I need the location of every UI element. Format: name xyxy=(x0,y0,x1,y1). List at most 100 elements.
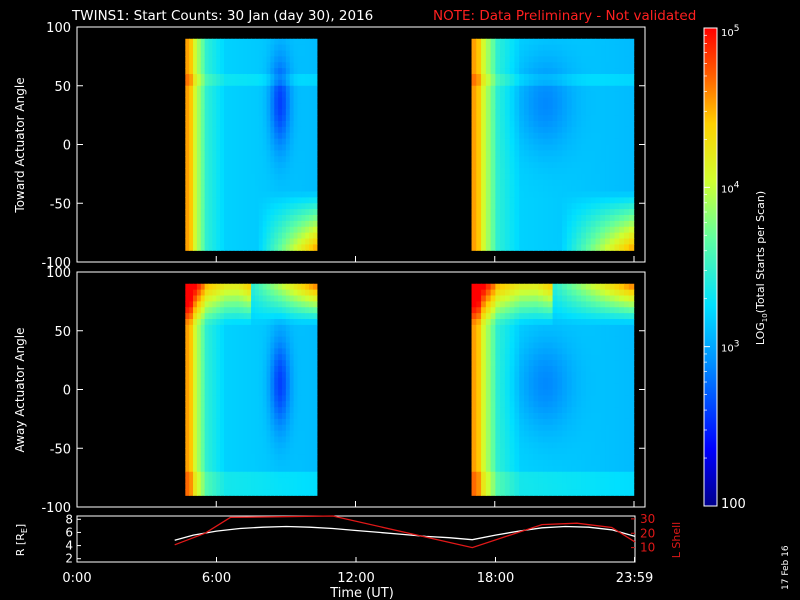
heatmap-cell xyxy=(628,238,635,245)
heatmap-cell xyxy=(289,483,295,490)
heatmap-cell xyxy=(533,395,539,402)
heatmap-cell xyxy=(243,330,248,338)
heatmap-cell xyxy=(258,413,264,420)
heatmap-cell xyxy=(235,44,241,52)
heatmap-cell xyxy=(614,232,620,240)
heatmap-cell xyxy=(585,366,592,373)
heatmap-cell xyxy=(312,442,318,449)
heatmap-cell xyxy=(278,289,283,297)
heatmap-cell xyxy=(485,313,492,320)
heatmap-cell xyxy=(278,132,283,140)
heatmap-cell xyxy=(274,360,279,367)
heatmap-cell xyxy=(557,442,563,449)
heatmap-cell xyxy=(258,436,264,443)
heatmap-cell xyxy=(212,79,217,87)
heatmap-cell xyxy=(258,383,264,391)
heatmap-cell xyxy=(514,371,520,379)
heatmap-cell xyxy=(189,121,194,128)
heatmap-cell xyxy=(543,366,549,373)
heatmap-cell xyxy=(509,418,516,426)
heatmap-cell xyxy=(212,121,217,128)
heatmap-cell xyxy=(571,465,578,473)
heatmap-cell xyxy=(289,203,295,210)
heatmap-cell xyxy=(552,50,558,57)
heatmap-cell xyxy=(243,97,248,104)
heatmap-cell xyxy=(471,371,477,379)
heatmap-cell xyxy=(595,283,601,291)
heatmap-cell xyxy=(600,103,606,110)
heatmap-cell xyxy=(227,336,233,344)
heatmap-cell xyxy=(309,191,314,198)
heatmap-cell xyxy=(305,283,310,291)
heatmap-cell xyxy=(500,418,506,426)
heatmap-cell xyxy=(471,407,477,414)
heatmap-cell xyxy=(605,319,611,326)
heatmap-cell xyxy=(193,377,198,385)
heatmap-cell xyxy=(590,442,597,449)
heatmap-cell xyxy=(576,389,582,396)
heatmap-cell xyxy=(566,465,573,473)
heatmap-cell xyxy=(547,307,554,314)
heatmap-cell xyxy=(216,348,221,355)
heatmap-cell xyxy=(485,307,492,314)
heatmap-cell xyxy=(289,389,295,396)
heatmap-cell xyxy=(485,68,492,75)
heatmap-cell xyxy=(305,68,310,75)
heatmap-cell xyxy=(538,354,544,361)
heatmap-cell xyxy=(566,477,573,485)
heatmap-cell xyxy=(533,38,539,46)
heatmap-cell xyxy=(624,62,630,69)
heatmap-cell xyxy=(200,173,206,181)
heatmap-cell xyxy=(562,215,568,222)
heatmap-cell xyxy=(216,401,221,408)
heatmap-cell xyxy=(227,413,233,420)
heatmap-cell xyxy=(562,489,568,496)
heatmap-cell xyxy=(223,68,229,75)
heatmap-cell xyxy=(312,144,318,151)
heatmap-cell xyxy=(581,132,587,140)
heatmap-cell xyxy=(504,483,511,490)
heatmap-cell xyxy=(231,483,237,490)
heatmap-cell xyxy=(485,383,492,391)
heatmap-cell xyxy=(543,389,549,396)
heatmap-cell xyxy=(200,295,206,302)
heatmap-cell xyxy=(628,220,635,228)
heatmap-cell xyxy=(193,319,198,326)
heatmap-cell xyxy=(528,295,535,302)
heatmap-cell xyxy=(576,179,582,187)
heatmap-cell xyxy=(297,342,302,349)
heatmap-cell xyxy=(289,465,295,473)
heatmap-cell xyxy=(528,383,535,391)
heatmap-cell xyxy=(251,79,256,87)
heatmap-cell xyxy=(600,191,606,198)
heatmap-cell xyxy=(216,244,221,251)
heatmap-cell xyxy=(231,407,237,414)
heatmap-cell xyxy=(278,324,283,332)
heatmap-cell xyxy=(490,301,496,308)
heatmap-cell xyxy=(301,295,306,302)
heatmap-cell xyxy=(247,471,252,479)
heatmap-cell xyxy=(590,44,597,52)
heatmap-cell xyxy=(270,132,275,140)
heatmap-cell xyxy=(293,418,299,426)
heatmap-cell xyxy=(514,50,520,57)
heatmap-cell xyxy=(471,395,477,402)
heatmap-cell xyxy=(227,330,233,338)
heatmap-cell xyxy=(309,156,314,163)
heatmap-cell xyxy=(301,348,306,355)
heatmap-cell xyxy=(609,162,616,169)
heatmap-cell xyxy=(609,121,616,128)
heatmap-cell xyxy=(227,179,233,187)
heatmap-cell xyxy=(278,197,283,204)
heatmap-cell xyxy=(293,209,299,216)
heatmap-cell xyxy=(278,91,283,99)
heatmap-cell xyxy=(196,307,202,314)
heatmap-cell xyxy=(562,360,568,367)
heatmap-cell xyxy=(289,209,295,216)
heatmap-cell xyxy=(208,209,213,216)
heatmap-cell xyxy=(247,238,252,245)
heatmap-cell xyxy=(212,471,217,479)
heatmap-cell xyxy=(266,215,271,222)
heatmap-cell xyxy=(547,289,554,297)
heatmap-cell xyxy=(266,121,271,128)
